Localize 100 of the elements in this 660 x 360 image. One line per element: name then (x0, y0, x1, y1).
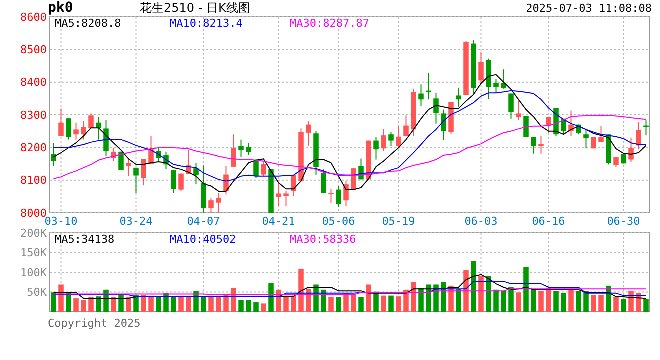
bar (464, 270, 469, 312)
bar (621, 299, 626, 312)
y-tick-label: 200K (20, 226, 48, 240)
candlestick (538, 136, 544, 154)
y-tick-label: 8000 (20, 206, 47, 220)
candlestick (336, 186, 342, 208)
bar (478, 276, 484, 312)
text: pk0 (48, 0, 74, 16)
candlestick (344, 180, 349, 207)
candlestick (598, 126, 604, 143)
bar (614, 296, 619, 312)
y-tick-label: 8100 (20, 174, 47, 188)
candlestick (321, 169, 326, 194)
bar (494, 290, 499, 312)
bar (156, 296, 162, 312)
candlestick (456, 87, 462, 108)
text: MA5:8208.8 (55, 17, 122, 30)
bar (268, 283, 274, 312)
candlestick (284, 190, 289, 207)
candlestick (88, 113, 94, 129)
candlestick (58, 108, 64, 137)
bar (328, 296, 334, 312)
candlestick (216, 192, 222, 214)
x-tick-label: 06-03 (464, 215, 498, 228)
bar (591, 295, 596, 312)
bar (246, 300, 252, 312)
candlestick (508, 93, 514, 120)
candlestick (81, 120, 86, 140)
bar (396, 296, 402, 312)
bar (216, 296, 222, 312)
candlestick (584, 129, 589, 150)
x-tick-label: 05-19 (382, 215, 416, 228)
y-tick-label: 8200 (20, 142, 47, 155)
text: MA10:40502 (170, 233, 236, 246)
candlestick (96, 116, 102, 140)
candlestick (516, 100, 522, 122)
candlestick (208, 197, 214, 214)
bar (336, 296, 342, 312)
candlestick (381, 128, 386, 152)
candlestick (254, 159, 259, 179)
bar (358, 296, 364, 312)
candlestick (441, 109, 446, 141)
bar (141, 295, 146, 312)
bar (58, 284, 64, 312)
bar (186, 296, 192, 312)
candlestick (404, 115, 409, 137)
bar (524, 267, 529, 312)
bar (231, 288, 236, 312)
bar (598, 295, 604, 312)
bar (374, 292, 379, 312)
candlestick (104, 120, 109, 157)
bar (411, 282, 416, 312)
bar (388, 296, 394, 312)
bar (208, 296, 214, 312)
y-tick-label: 8600 (20, 10, 47, 24)
bar (261, 304, 266, 312)
candlestick (178, 173, 184, 192)
bar (224, 295, 229, 312)
bar (238, 300, 244, 312)
bar (404, 290, 409, 312)
x-tick-label: 03-24 (120, 215, 154, 228)
candlestick (418, 84, 424, 107)
bar (606, 286, 612, 312)
bar (134, 295, 139, 312)
bar (486, 276, 492, 312)
candlestick (261, 160, 266, 177)
candlestick (478, 52, 484, 84)
candlestick (434, 92, 439, 124)
candlestick (636, 122, 642, 150)
candlestick (328, 188, 334, 204)
candlestick (306, 120, 312, 147)
candlestick (126, 158, 132, 177)
x-tick-label: 04-07 (187, 215, 220, 228)
candlestick (51, 142, 56, 167)
bar (88, 296, 94, 312)
y-tick-label: 8400 (20, 76, 47, 90)
candlestick (494, 78, 499, 94)
text: MA10:8213.4 (170, 17, 244, 30)
candlestick (134, 167, 139, 194)
y-tick-label: 100K (20, 266, 48, 280)
candlestick (224, 166, 229, 196)
y-tick-label: 50K (27, 286, 48, 300)
bar (584, 291, 589, 312)
bar (426, 284, 432, 312)
bar (501, 291, 506, 312)
x-tick-label: 05-06 (322, 215, 356, 228)
candlestick (74, 122, 79, 140)
bar (291, 296, 296, 312)
bar (561, 293, 566, 312)
bar (96, 296, 102, 312)
bar (194, 291, 199, 312)
text: MA30:58336 (290, 233, 356, 246)
bar (508, 288, 514, 312)
bar (111, 296, 116, 312)
bar (441, 282, 446, 312)
bar (201, 296, 206, 312)
candlestick (374, 136, 379, 160)
bar (538, 291, 544, 312)
bar (546, 288, 552, 312)
bar (628, 291, 634, 312)
